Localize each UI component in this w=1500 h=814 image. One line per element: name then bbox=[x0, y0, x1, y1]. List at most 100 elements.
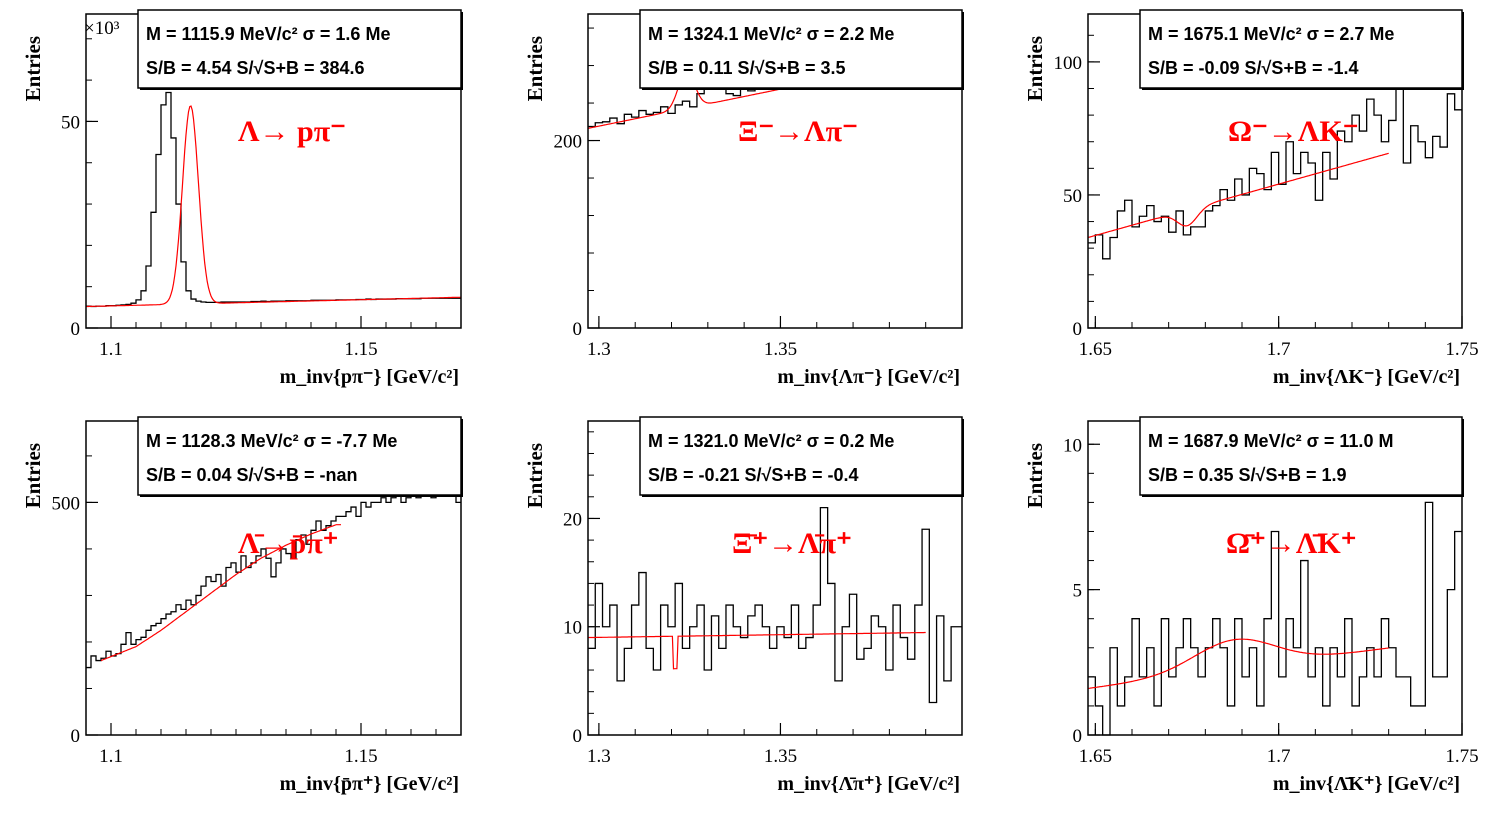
y-tick-label: 0 bbox=[71, 319, 81, 340]
y-tick-label: 50 bbox=[61, 112, 80, 133]
histogram bbox=[1088, 82, 1462, 260]
x-axis-label: m_inv{Λ̄π⁺} [GeV/c²] bbox=[777, 773, 960, 795]
decay-label: Ω⁻→ΛK⁻ bbox=[1228, 115, 1359, 148]
x-axis-label: m_inv{pπ⁻} [GeV/c²] bbox=[280, 366, 459, 388]
y-tick-label: 50 bbox=[1063, 186, 1082, 207]
x-axis-label: m_inv{Λπ⁻} [GeV/c²] bbox=[777, 366, 960, 388]
stats-box-shadow bbox=[461, 12, 463, 90]
y-exponent-label: ×10³ bbox=[84, 18, 120, 39]
stats-box: M = 1675.1 MeV/c² σ = 2.7 Me S/B = -0.09 … bbox=[1139, 9, 1464, 90]
x-tick-label: 1.15 bbox=[344, 339, 377, 360]
stats-box-shadow bbox=[1142, 495, 1464, 497]
decay-label: Ξ̄⁺→Λ̄π⁺ bbox=[732, 527, 852, 560]
stats-box-shadow bbox=[140, 88, 463, 90]
x-tick-label: 1.75 bbox=[1445, 339, 1478, 360]
stats-box: M = 1687.9 MeV/c² σ = 11.0 M S/B = 0.35 S… bbox=[1139, 416, 1464, 497]
y-axis-label: Entries bbox=[523, 36, 547, 101]
panel-6: 1.65 1.7 1.75 0 5 10 Entries m_inv{Λ̄K⁺} [GeV/c… bbox=[1023, 416, 1479, 795]
stats-box: M = 1321.0 MeV/c² σ = 0.2 Me S/B = -0.21 … bbox=[639, 416, 964, 497]
stats-line-2: S/B = 0.11 S/√S+B = 3.5 bbox=[648, 58, 846, 78]
panel-4: 1.1 1.15 0 500 Entries m_inv{p̄π⁺} [GeV/c²] Λ̄… bbox=[21, 416, 463, 795]
x-tick-label: 1.75 bbox=[1445, 746, 1478, 767]
y-tick-label: 0 bbox=[1073, 319, 1083, 340]
stats-box-shadow bbox=[962, 12, 964, 90]
fit-curve bbox=[1087, 638, 1389, 689]
fit-curve bbox=[587, 631, 926, 670]
decay-label: Ω̄⁺→Λ̄K⁺ bbox=[1226, 527, 1357, 560]
stats-box-frame bbox=[137, 416, 462, 496]
stats-box-shadow bbox=[1462, 419, 1464, 497]
histogram bbox=[1088, 501, 1462, 736]
x-tick-label: 1.65 bbox=[1079, 746, 1112, 767]
stats-box-frame bbox=[137, 9, 462, 89]
fit-curve bbox=[100, 524, 341, 662]
stats-line-1: M = 1687.9 MeV/c² σ = 11.0 M bbox=[1148, 431, 1393, 451]
stats-box-shadow bbox=[962, 419, 964, 497]
x-axis-label: m_inv{p̄π⁺} [GeV/c²] bbox=[280, 773, 459, 795]
y-tick-label: 20 bbox=[563, 509, 582, 530]
panel-2: 1.3 1.35 0 200 Entries m_inv{Λπ⁻} [GeV/c²] Ξ⁻→… bbox=[523, 9, 964, 388]
stats-line-2: S/B = 0.04 S/√S+B = -nan bbox=[146, 465, 357, 485]
y-tick-label: 200 bbox=[554, 132, 583, 153]
fit-curve bbox=[86, 105, 462, 308]
decay-label: Λ̄→p̄π⁺ bbox=[238, 527, 338, 560]
stats-line-1: M = 1675.1 MeV/c² σ = 2.7 Me bbox=[1148, 24, 1394, 44]
decay-label: Ξ⁻→Λπ⁻ bbox=[738, 115, 858, 148]
stats-line-2: S/B = -0.09 S/√S+B = -1.4 bbox=[1148, 58, 1358, 78]
y-axis-label: Entries bbox=[1023, 443, 1047, 508]
y-tick-label: 10 bbox=[563, 618, 582, 639]
y-axis-label: Entries bbox=[523, 443, 547, 508]
stats-box-shadow bbox=[1462, 12, 1464, 90]
stats-box-shadow bbox=[461, 419, 463, 497]
y-axis-label: Entries bbox=[1023, 36, 1047, 101]
x-tick-label: 1.35 bbox=[764, 746, 797, 767]
y-tick-label: 10 bbox=[1063, 435, 1082, 456]
x-tick-label: 1.3 bbox=[587, 746, 611, 767]
x-axis-label: m_inv{ΛK⁻} [GeV/c²] bbox=[1273, 366, 1460, 388]
stats-line-1: M = 1128.3 MeV/c² σ = -7.7 Me bbox=[146, 431, 397, 451]
x-tick-label: 1.1 bbox=[99, 339, 123, 360]
stats-box-frame bbox=[639, 9, 963, 89]
stats-line-1: M = 1115.9 MeV/c² σ = 1.6 Me bbox=[146, 24, 390, 44]
stats-box: M = 1324.1 MeV/c² σ = 2.2 Me S/B = 0.11 S… bbox=[639, 9, 964, 90]
fit-curve bbox=[1087, 152, 1389, 239]
stats-line-2: S/B = 0.35 S/√S+B = 1.9 bbox=[1148, 465, 1347, 485]
x-tick-label: 1.1 bbox=[99, 746, 123, 767]
y-tick-label: 0 bbox=[1073, 726, 1083, 747]
panel-5: 1.3 1.35 0 10 20 Entries m_inv{Λ̄π⁺} [GeV/c²] Ξ… bbox=[523, 416, 964, 795]
stats-box-frame bbox=[639, 416, 963, 496]
stats-line-2: S/B = 4.54 S/√S+B = 384.6 bbox=[146, 58, 365, 78]
x-tick-label: 1.7 bbox=[1267, 339, 1291, 360]
stats-box-frame bbox=[1139, 9, 1463, 89]
y-axis-label: Entries bbox=[21, 443, 45, 508]
y-tick-label: 0 bbox=[71, 726, 81, 747]
stats-box: M = 1115.9 MeV/c² σ = 1.6 Me S/B = 4.54 S… bbox=[137, 9, 463, 90]
x-tick-label: 1.7 bbox=[1267, 746, 1291, 767]
x-tick-label: 1.35 bbox=[764, 339, 797, 360]
y-axis-label: Entries bbox=[21, 36, 45, 101]
x-tick-label: 1.65 bbox=[1079, 339, 1112, 360]
stats-line-1: M = 1321.0 MeV/c² σ = 0.2 Me bbox=[648, 431, 894, 451]
histogram bbox=[86, 483, 461, 669]
stats-line-2: S/B = -0.21 S/√S+B = -0.4 bbox=[648, 465, 858, 485]
stats-box-shadow bbox=[140, 495, 463, 497]
stats-box: M = 1128.3 MeV/c² σ = -7.7 Me S/B = 0.04 … bbox=[137, 416, 463, 497]
stats-line-1: M = 1324.1 MeV/c² σ = 2.2 Me bbox=[648, 24, 894, 44]
y-tick-label: 0 bbox=[573, 726, 583, 747]
x-tick-label: 1.15 bbox=[344, 746, 377, 767]
histogram bbox=[588, 506, 962, 704]
stats-box-frame bbox=[1139, 416, 1463, 496]
panel-3: 1.65 1.7 1.75 0 50 100 Entries m_inv{ΛK⁻} [GeV/… bbox=[1023, 9, 1479, 388]
y-tick-label: 5 bbox=[1073, 581, 1083, 602]
x-axis-label: m_inv{Λ̄K⁺} [GeV/c²] bbox=[1273, 773, 1460, 795]
x-tick-label: 1.3 bbox=[587, 339, 611, 360]
y-tick-label: 0 bbox=[573, 319, 583, 340]
y-tick-label: 100 bbox=[1054, 53, 1083, 74]
stats-box-shadow bbox=[642, 88, 964, 90]
stats-box-shadow bbox=[1142, 88, 1464, 90]
panel-1: 1.1 1.15 0 50 ×10³ Entries m_inv{pπ⁻} [GeV/c²]… bbox=[21, 9, 463, 388]
stats-box-shadow bbox=[642, 495, 964, 497]
decay-label: Λ→ pπ⁻ bbox=[238, 115, 346, 148]
y-tick-label: 500 bbox=[52, 493, 81, 514]
